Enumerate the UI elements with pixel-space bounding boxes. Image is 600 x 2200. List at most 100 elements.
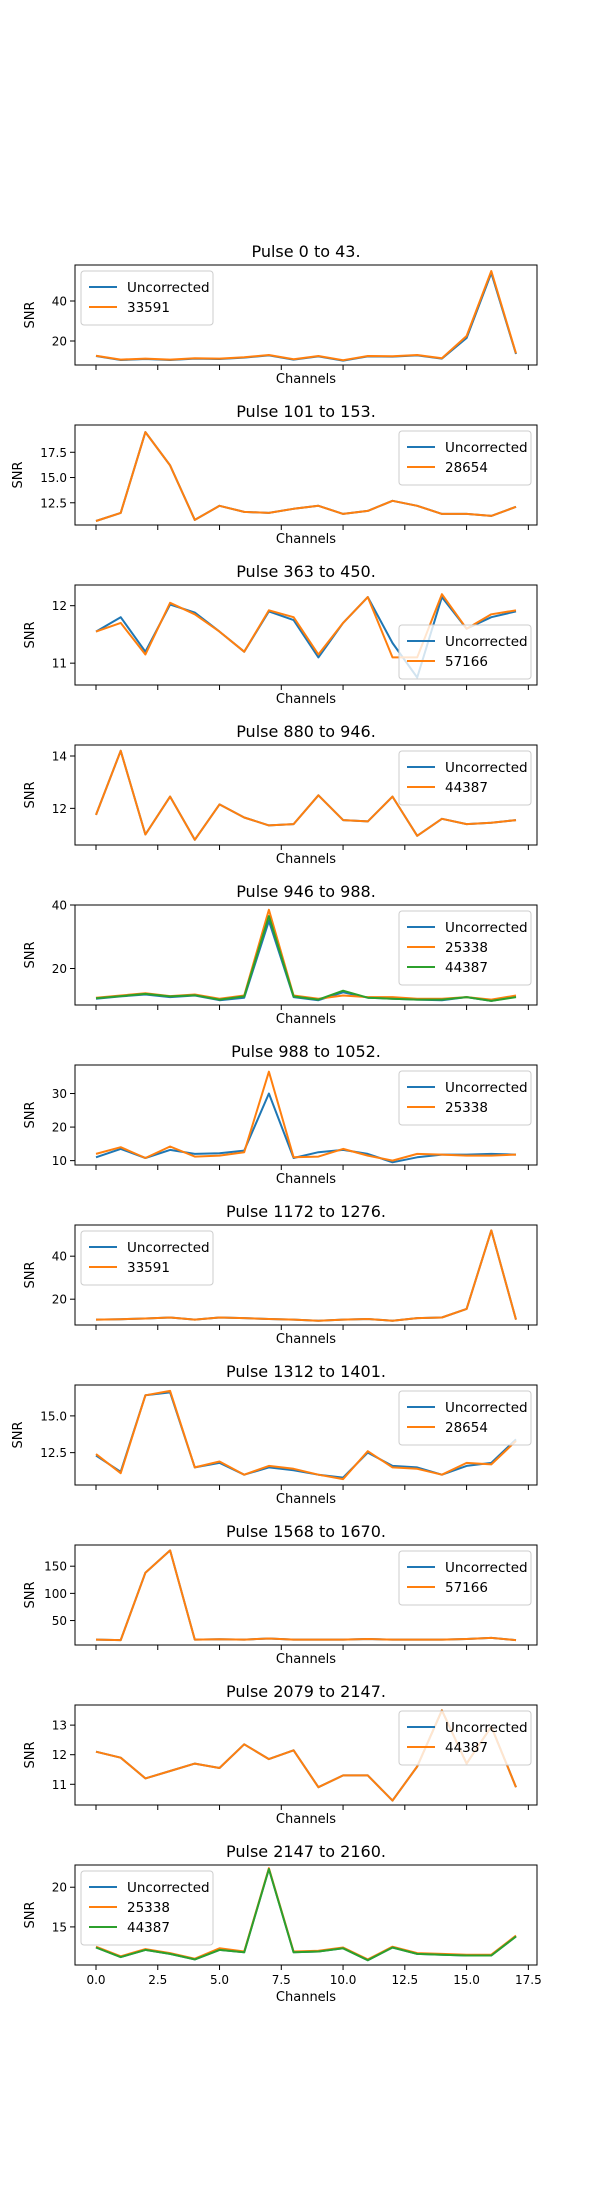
y-tick-label: 40 xyxy=(52,1250,67,1264)
legend: Uncorrected 33591 xyxy=(80,1230,214,1286)
chart-title: Pulse 0 to 43. xyxy=(251,242,360,261)
y-tick-label: 15.0 xyxy=(40,1409,67,1423)
y-axis-label: SNR xyxy=(23,1741,38,1768)
legend-box xyxy=(398,1070,532,1126)
legend-entry: Uncorrected xyxy=(445,920,528,936)
x-tick-label: 10.0 xyxy=(330,1973,357,1987)
y-tick-label: 12 xyxy=(52,599,67,613)
y-tick-label: 12.5 xyxy=(40,496,67,510)
x-tick-label: 0.0 xyxy=(86,1973,105,1987)
axes-frame xyxy=(74,424,538,526)
legend-entry: Uncorrected xyxy=(445,1560,528,1576)
legend-entry: 57166 xyxy=(445,1580,488,1596)
legend-entry: 28654 xyxy=(445,1420,488,1436)
series-line-44387 xyxy=(95,915,517,1002)
legend-box xyxy=(398,624,532,680)
legend-entry: 57166 xyxy=(445,654,488,670)
y-axis-label: SNR xyxy=(23,941,38,968)
subplot-7: Pulse 1172 to 1276. 20 40 Channels SNR Uncorr… xyxy=(23,1202,538,1347)
y-tick-label: 12 xyxy=(52,802,67,816)
y-tick-label: 14 xyxy=(52,749,67,763)
legend-entry: Uncorrected xyxy=(445,440,528,456)
y-tick-label: 40 xyxy=(52,899,67,913)
legend-box xyxy=(398,1550,532,1606)
legend: Uncorrected 25338 44387 xyxy=(80,1870,214,1946)
axes-frame xyxy=(74,1064,538,1166)
y-tick-label: 50 xyxy=(52,1614,67,1628)
y-tick-label: 150 xyxy=(44,1560,67,1574)
axes-frame xyxy=(74,584,538,686)
x-tick-label: 2.5 xyxy=(148,1973,167,1987)
y-tick-label: 15 xyxy=(52,1920,67,1934)
subplot-10: Pulse 2079 to 2147. 11 12 13 Channels SNR Unco… xyxy=(23,1682,538,1827)
x-tick-label: 7.5 xyxy=(272,1973,291,1987)
y-axis-label: SNR xyxy=(23,301,38,328)
chart-title: Pulse 880 to 946. xyxy=(236,722,376,741)
y-axis-label: SNR xyxy=(11,1421,26,1448)
x-axis-label: Channels xyxy=(276,1492,336,1507)
legend: Uncorrected 25338 44387 xyxy=(398,910,532,986)
y-tick-label: 20 xyxy=(52,335,67,349)
y-tick-label: 30 xyxy=(52,1087,67,1101)
legend-box xyxy=(398,430,532,486)
legend-entry: 28654 xyxy=(445,460,488,476)
y-axis-label: SNR xyxy=(23,621,38,648)
axes-frame xyxy=(74,264,538,366)
y-tick-label: 11 xyxy=(52,1778,67,1792)
series-line-44387 xyxy=(95,1868,517,1962)
x-tick-label: 15.0 xyxy=(453,1973,480,1987)
legend-entry: Uncorrected xyxy=(445,1400,528,1416)
y-axis-label: SNR xyxy=(23,1261,38,1288)
chart-title: Pulse 2147 to 2160. xyxy=(226,1842,386,1861)
legend: Uncorrected 33591 xyxy=(80,270,214,326)
x-axis-label: Channels xyxy=(276,1012,336,1027)
chart-title: Pulse 1568 to 1670. xyxy=(226,1522,386,1541)
series-line-25338 xyxy=(95,1070,517,1162)
legend-entry: Uncorrected xyxy=(445,1080,528,1096)
subplot-5: Pulse 946 to 988. 20 40 Channels SNR Uncorrec… xyxy=(23,882,538,1027)
y-tick-label: 20 xyxy=(52,962,67,976)
legend-entry: Uncorrected xyxy=(445,760,528,776)
legend: Uncorrected 28654 xyxy=(398,430,532,486)
y-axis-label: SNR xyxy=(23,1581,38,1608)
y-tick-label: 12.5 xyxy=(40,1446,67,1460)
y-tick-label: 20 xyxy=(52,1121,67,1135)
series-line-57166 xyxy=(95,593,517,659)
subplot-8: Pulse 1312 to 1401. 12.5 15.0 Channels SNR Un… xyxy=(11,1362,538,1507)
series-line-33591 xyxy=(95,1229,517,1322)
x-axis-label: Channels xyxy=(276,852,336,867)
x-axis-label: Channels xyxy=(276,692,336,707)
x-axis-label: Channels xyxy=(276,1332,336,1347)
legend-entry: 25338 xyxy=(445,940,488,956)
legend: Uncorrected 44387 xyxy=(398,1710,532,1766)
x-tick-label: 17.5 xyxy=(515,1973,542,1987)
series-line-28654 xyxy=(95,1389,517,1481)
x-tick-label: 12.5 xyxy=(391,1973,418,1987)
axes-frame xyxy=(74,1384,538,1486)
legend-entry: Uncorrected xyxy=(127,1880,210,1896)
legend-entry: Uncorrected xyxy=(445,634,528,650)
y-tick-label: 40 xyxy=(52,295,67,309)
legend-box xyxy=(398,1710,532,1766)
legend-entry: 44387 xyxy=(127,1920,170,1936)
x-axis-label: Channels xyxy=(276,372,336,387)
legend-entry: 33591 xyxy=(127,1260,170,1276)
legend-entry: 25338 xyxy=(445,1100,488,1116)
axes-frame xyxy=(74,1864,538,1966)
chart-title: Pulse 1172 to 1276. xyxy=(226,1202,386,1221)
subplot-6: Pulse 988 to 1052. 10 20 30 Channels SNR Uncor… xyxy=(23,1042,538,1187)
axes-frame xyxy=(74,1544,538,1646)
chart-title: Pulse 2079 to 2147. xyxy=(226,1682,386,1701)
legend-box xyxy=(398,1390,532,1446)
legend: Uncorrected 57166 xyxy=(398,1550,532,1606)
series-line-33591 xyxy=(95,270,517,362)
y-axis-label: SNR xyxy=(11,461,26,488)
axes-frame xyxy=(74,744,538,846)
series-line-44387 xyxy=(95,749,517,841)
y-tick-label: 20 xyxy=(52,1881,67,1895)
axes-frame xyxy=(74,904,538,1006)
x-axis-label: Channels xyxy=(276,1990,336,2005)
subplot-1: Pulse 0 to 43. 20 40 Channels SNR Uncorrected… xyxy=(23,242,538,387)
y-tick-label: 12 xyxy=(52,1748,67,1762)
chart-title: Pulse 988 to 1052. xyxy=(231,1042,381,1061)
